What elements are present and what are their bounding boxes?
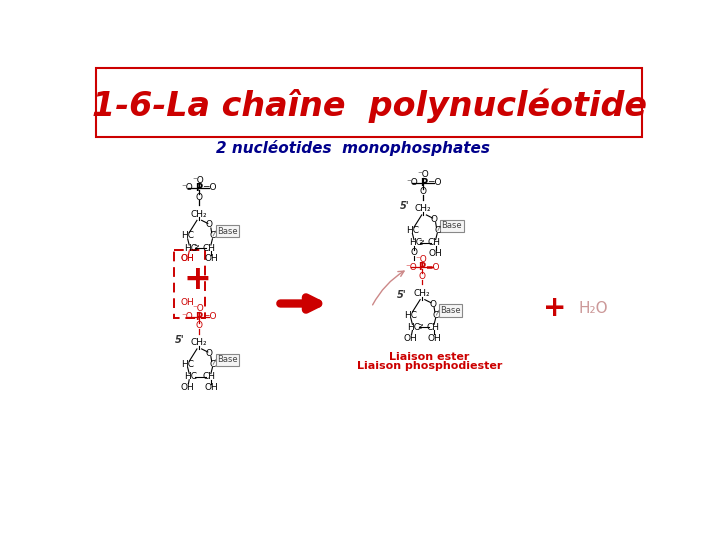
Text: Base: Base — [217, 355, 238, 364]
Text: O: O — [431, 215, 438, 224]
Text: P: P — [195, 183, 202, 193]
Text: =O: =O — [202, 184, 217, 192]
Text: =O: =O — [427, 178, 441, 187]
Text: =O: =O — [202, 312, 217, 321]
Text: 3': 3' — [194, 245, 200, 251]
Text: P: P — [420, 178, 427, 187]
Text: O: O — [429, 300, 436, 309]
Text: 5': 5' — [175, 335, 185, 345]
Text: O: O — [206, 220, 213, 230]
Text: OH: OH — [181, 254, 194, 264]
Text: ⁻O: ⁻O — [405, 263, 417, 272]
Text: O: O — [418, 272, 426, 281]
Text: ⁻O: ⁻O — [181, 312, 194, 321]
Text: Liaison ester: Liaison ester — [390, 352, 469, 362]
Text: C: C — [433, 310, 438, 320]
Text: P: P — [195, 312, 202, 322]
Text: +: + — [544, 294, 567, 322]
Text: HC: HC — [409, 238, 422, 247]
Text: CH₂: CH₂ — [190, 210, 207, 219]
Bar — [441, 220, 464, 232]
Bar — [438, 304, 462, 316]
Bar — [215, 225, 239, 237]
Text: C: C — [434, 226, 441, 235]
Text: HC: HC — [184, 244, 197, 253]
Text: ⁻O: ⁻O — [193, 176, 204, 185]
Text: 3': 3' — [418, 240, 425, 246]
Text: Base: Base — [217, 227, 238, 235]
Text: OH: OH — [181, 254, 194, 264]
Text: Liaison phosphodiester: Liaison phosphodiester — [357, 361, 502, 371]
Text: CH: CH — [426, 323, 439, 332]
Text: HC: HC — [406, 226, 419, 235]
Text: 1-6-La chaîne  polynucléotide: 1-6-La chaîne polynucléotide — [91, 89, 647, 123]
Text: OH: OH — [181, 383, 194, 392]
Text: CH: CH — [203, 372, 216, 381]
Text: OH: OH — [404, 334, 418, 343]
Text: HC: HC — [405, 310, 418, 320]
Text: =O: =O — [426, 263, 440, 272]
Text: CH₂: CH₂ — [415, 204, 431, 213]
Text: P: P — [418, 262, 426, 272]
Text: CH: CH — [203, 244, 216, 253]
Text: HC: HC — [408, 323, 420, 332]
Bar — [96, 68, 642, 137]
Text: OH: OH — [181, 298, 194, 307]
Text: 2 nucléotides  monophosphates: 2 nucléotides monophosphates — [217, 140, 490, 156]
Text: O: O — [410, 248, 418, 257]
Text: +: + — [183, 263, 211, 296]
Text: 3': 3' — [417, 325, 423, 330]
FancyArrowPatch shape — [280, 298, 318, 309]
Bar — [215, 354, 239, 366]
Text: CH₂: CH₂ — [413, 289, 430, 298]
Text: O: O — [195, 193, 202, 202]
Text: Base: Base — [441, 221, 462, 230]
Text: HC: HC — [184, 372, 197, 381]
Text: 5': 5' — [397, 290, 406, 300]
Text: CH: CH — [428, 238, 441, 247]
Text: C: C — [210, 231, 215, 240]
Text: O: O — [420, 187, 427, 197]
Text: O: O — [206, 349, 213, 358]
Text: HC: HC — [181, 360, 194, 369]
Text: Base: Base — [440, 306, 461, 315]
Text: ⁻O: ⁻O — [418, 171, 429, 179]
Text: O: O — [195, 321, 202, 330]
Text: HC: HC — [181, 231, 194, 240]
Text: C: C — [210, 360, 215, 369]
Text: OH: OH — [204, 383, 217, 392]
Text: ⁻O: ⁻O — [407, 178, 418, 187]
Text: OH: OH — [429, 249, 443, 258]
Text: ⁻O: ⁻O — [193, 305, 204, 313]
Text: 5': 5' — [400, 201, 410, 211]
Text: CH₂: CH₂ — [190, 338, 207, 347]
Text: OH: OH — [204, 254, 217, 264]
Text: OH: OH — [427, 334, 441, 343]
Text: H₂O: H₂O — [579, 301, 608, 315]
Text: ⁻O: ⁻O — [181, 184, 194, 192]
Text: ⁻O: ⁻O — [416, 255, 428, 264]
